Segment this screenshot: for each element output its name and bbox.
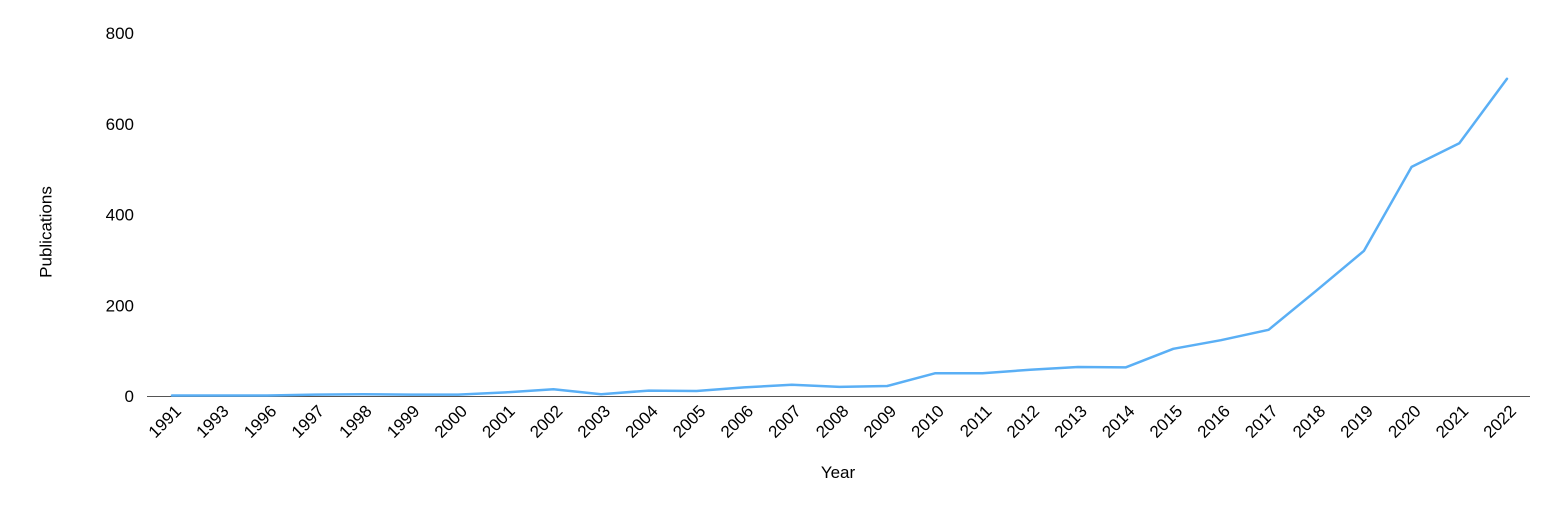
x-axis-ticks: 1991 1993 1996 1997 1998 1999 2000 2001 2002 2003… — [145, 402, 1520, 442]
x-tick-label: 2000 — [431, 402, 471, 442]
data-point — [551, 387, 555, 391]
x-tick-label: 2005 — [669, 402, 709, 442]
x-tick-label: 2016 — [1194, 402, 1234, 442]
y-tick-label: 800 — [106, 24, 134, 43]
data-point — [1410, 165, 1414, 169]
x-tick-label: 2020 — [1384, 402, 1424, 442]
data-point — [1457, 141, 1461, 145]
x-tick-label: 2006 — [717, 402, 757, 442]
data-point — [170, 394, 174, 398]
data-point — [1267, 328, 1271, 332]
data-point — [361, 392, 365, 396]
series-line — [170, 77, 1509, 397]
x-tick-label: 2021 — [1432, 402, 1472, 442]
x-tick-label: 2003 — [574, 402, 614, 442]
data-point — [742, 385, 746, 389]
x-tick-label: 2002 — [526, 402, 566, 442]
x-tick-label: 1998 — [336, 402, 376, 442]
data-point — [838, 385, 842, 389]
x-tick-label: 1993 — [192, 402, 232, 442]
data-point — [933, 371, 937, 375]
data-point — [265, 394, 269, 398]
x-tick-label: 2014 — [1098, 402, 1138, 442]
data-point — [1076, 365, 1080, 369]
x-tick-label: 2012 — [1003, 402, 1043, 442]
y-tick-label: 600 — [106, 115, 134, 134]
y-tick-label: 0 — [125, 387, 134, 406]
data-point — [218, 394, 222, 398]
data-point — [647, 389, 651, 393]
x-tick-label: 2011 — [956, 402, 995, 441]
data-point — [456, 393, 460, 397]
x-tick-label: 1999 — [383, 402, 423, 442]
x-tick-label: 1996 — [240, 402, 280, 442]
x-tick-label: 2015 — [1146, 402, 1186, 442]
data-point — [1171, 347, 1175, 351]
x-tick-label: 2001 — [479, 402, 519, 442]
data-point — [1362, 249, 1366, 253]
data-point — [790, 383, 794, 387]
x-tick-label: 2013 — [1051, 402, 1091, 442]
y-tick-label: 400 — [106, 206, 134, 225]
data-point — [1124, 365, 1128, 369]
data-point — [694, 389, 698, 393]
data-point — [1505, 77, 1509, 81]
data-point — [313, 393, 317, 397]
x-tick-label: 2004 — [622, 402, 662, 442]
data-point — [599, 392, 603, 396]
data-point — [981, 371, 985, 375]
x-tick-label: 2019 — [1337, 402, 1377, 442]
y-axis-title: Publications — [36, 186, 55, 278]
x-tick-label: 1991 — [145, 402, 185, 442]
x-tick-label: 2017 — [1241, 402, 1281, 442]
x-tick-label: 2018 — [1289, 402, 1329, 442]
x-tick-label: 2008 — [812, 402, 852, 442]
data-point — [408, 393, 412, 397]
y-axis-ticks: 0 200 400 600 800 — [106, 24, 134, 406]
data-point — [1314, 289, 1318, 293]
x-axis-title: Year — [821, 463, 856, 482]
data-point — [504, 390, 508, 394]
x-tick-label: 2009 — [860, 402, 900, 442]
data-point — [1028, 368, 1032, 372]
series-layer — [170, 77, 1509, 398]
y-tick-label: 200 — [106, 296, 134, 315]
x-tick-label: 2010 — [908, 402, 948, 442]
x-tick-label: 2007 — [765, 402, 805, 442]
data-point — [885, 384, 889, 388]
data-point — [1219, 338, 1223, 342]
x-tick-label: 1997 — [288, 402, 328, 442]
x-tick-label: 2022 — [1480, 402, 1520, 442]
